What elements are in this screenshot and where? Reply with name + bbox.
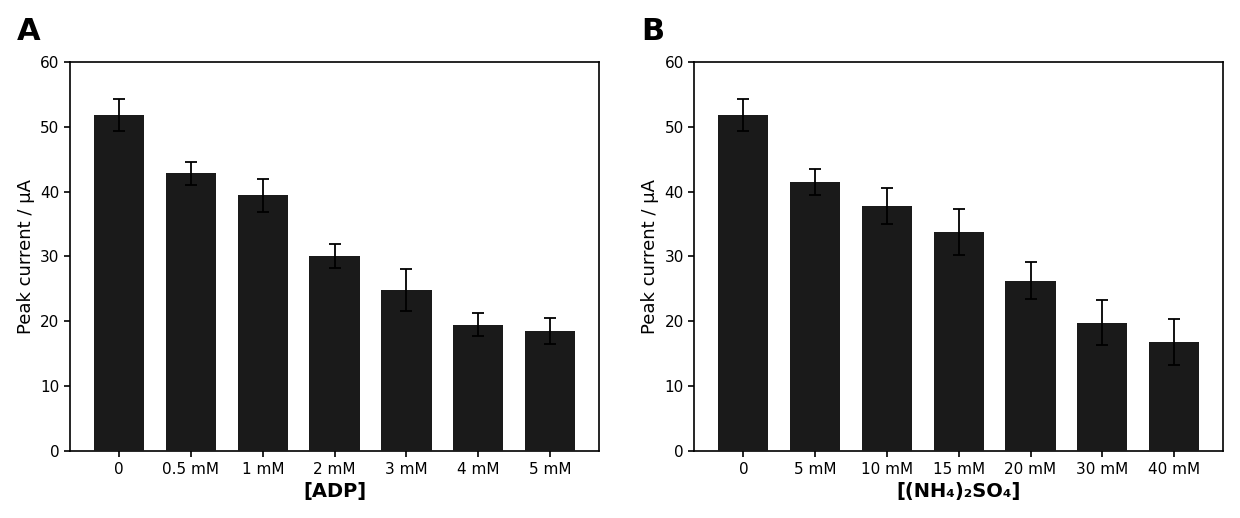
X-axis label: [(NH₄)₂SO₄]: [(NH₄)₂SO₄]	[897, 482, 1021, 501]
Bar	[1149, 342, 1199, 451]
Bar	[862, 206, 913, 451]
Bar	[525, 331, 575, 451]
Bar	[1078, 323, 1127, 451]
Text: B: B	[641, 17, 665, 46]
Bar	[790, 182, 841, 451]
Bar	[934, 232, 983, 451]
Bar	[166, 174, 216, 451]
Bar	[238, 195, 288, 451]
Bar	[453, 325, 503, 451]
Bar	[310, 256, 360, 451]
X-axis label: [ADP]: [ADP]	[303, 482, 366, 501]
Y-axis label: Peak current / μA: Peak current / μA	[641, 179, 658, 334]
Bar	[381, 290, 432, 451]
Bar	[718, 115, 769, 451]
Bar	[1006, 281, 1055, 451]
Y-axis label: Peak current / μA: Peak current / μA	[16, 179, 35, 334]
Text: A: A	[17, 17, 41, 46]
Bar	[94, 115, 144, 451]
